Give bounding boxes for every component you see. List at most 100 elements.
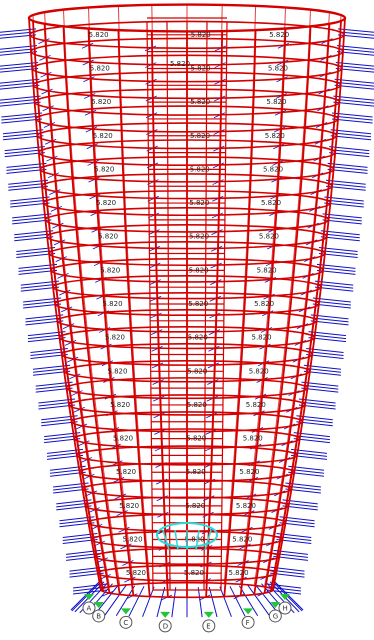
load-value-label: 5.820 bbox=[186, 468, 206, 476]
grid-bubble-label: B bbox=[96, 612, 101, 620]
load-value-label: 5.820 bbox=[261, 199, 281, 207]
load-arrow-interior bbox=[93, 540, 106, 547]
tower-base-supports: AB C D E F GH bbox=[82, 522, 292, 633]
load-value-label: 5.820 bbox=[116, 468, 136, 476]
load-value-label: 5.820 bbox=[185, 502, 205, 510]
column-member bbox=[253, 26, 312, 595]
load-value-label: 5.820 bbox=[113, 435, 133, 443]
load-arrow-base bbox=[238, 585, 259, 617]
load-arrow-right bbox=[288, 465, 325, 471]
load-arrow-right bbox=[337, 34, 374, 39]
load-arrow-base bbox=[156, 586, 166, 618]
grid-bubble bbox=[202, 619, 216, 633]
column-member bbox=[223, 30, 257, 597]
load-arrow-base bbox=[229, 586, 246, 617]
grid-bubble bbox=[119, 615, 133, 629]
load-arrow-left bbox=[0, 51, 38, 56]
load-value-label: 5.820 bbox=[123, 536, 143, 544]
load-value-label: 5.820 bbox=[187, 401, 207, 409]
load-value-label: 5.820 bbox=[94, 165, 114, 173]
load-arrow-interior bbox=[102, 590, 114, 597]
core-wall bbox=[220, 21, 228, 591]
load-arrow-left bbox=[56, 499, 92, 505]
load-value-label: 5.820 bbox=[98, 233, 118, 241]
load-value-label: 5.820 bbox=[257, 266, 277, 274]
load-arrow-base bbox=[254, 584, 280, 615]
load-value-label: 5.820 bbox=[186, 435, 206, 443]
grid-bubble bbox=[268, 609, 282, 623]
tower-frame-members bbox=[27, 3, 347, 599]
load-arrow-left bbox=[59, 516, 95, 522]
load-value-label: 5.820 bbox=[91, 98, 111, 106]
fixed-support-icon bbox=[270, 601, 281, 608]
core-wall bbox=[146, 21, 154, 591]
load-value-label: 5.820 bbox=[265, 132, 285, 140]
back-column-member bbox=[264, 12, 330, 587]
grid-bubble bbox=[82, 601, 96, 615]
fixed-support-icon bbox=[203, 611, 214, 618]
load-value-label: 5.820 bbox=[189, 233, 209, 241]
fixed-support-icon bbox=[160, 611, 171, 618]
load-value-label: 5.820 bbox=[93, 132, 113, 140]
load-value-label: 5.820 bbox=[189, 199, 209, 207]
grid-bubble bbox=[278, 601, 292, 615]
fixed-support-icon bbox=[280, 594, 290, 600]
load-arrow-base bbox=[197, 587, 203, 618]
grid-bubble-label: G bbox=[273, 612, 278, 620]
load-arrow-left bbox=[49, 465, 86, 471]
back-column-member bbox=[32, 14, 104, 589]
back-column-member bbox=[240, 7, 286, 585]
back-column-member bbox=[63, 9, 121, 586]
load-value-label: 5.820 bbox=[189, 266, 209, 274]
grid-bubble bbox=[92, 609, 106, 623]
back-column-member bbox=[44, 12, 110, 587]
load-value-label: 5.820 bbox=[254, 300, 274, 308]
load-value-label: 5.820 bbox=[100, 266, 120, 274]
back-column-member bbox=[270, 14, 342, 589]
load-arrow-right bbox=[276, 533, 312, 539]
column-member bbox=[239, 28, 287, 596]
load-arrow-base bbox=[128, 586, 145, 617]
load-value-label: 5.820 bbox=[190, 165, 210, 173]
load-value-label: 5.820 bbox=[90, 65, 110, 73]
load-value-label: 5.820 bbox=[126, 569, 146, 577]
load-arrow-right bbox=[282, 499, 318, 505]
load-arrow-right bbox=[336, 51, 374, 56]
top-load-label: 5.820 bbox=[170, 60, 190, 68]
base-link bbox=[195, 529, 200, 551]
grid-bubble bbox=[158, 619, 172, 633]
grid-bubble-label: H bbox=[283, 605, 288, 613]
load-arrow-right bbox=[285, 482, 321, 488]
load-value-label: 5.820 bbox=[239, 468, 259, 476]
load-arrow-left bbox=[0, 34, 37, 39]
load-arrow-base bbox=[208, 586, 218, 618]
load-arrow-base bbox=[171, 587, 177, 618]
load-value-label: 5.820 bbox=[190, 132, 210, 140]
load-arrow-base bbox=[142, 586, 155, 617]
load-value-label: 5.820 bbox=[243, 435, 263, 443]
back-column-member bbox=[223, 5, 257, 584]
fixed-support-icon bbox=[84, 594, 94, 600]
load-value-label: 5.820 bbox=[187, 367, 207, 375]
load-arrow-base bbox=[104, 584, 127, 616]
fixed-support-icon bbox=[120, 608, 131, 615]
back-column-member bbox=[117, 5, 151, 584]
load-value-label: 5.820 bbox=[246, 401, 266, 409]
core-wall bbox=[166, 21, 171, 591]
column-member bbox=[43, 23, 111, 594]
column-member bbox=[263, 23, 331, 594]
load-arrow-base bbox=[94, 584, 120, 615]
load-arrow-base bbox=[247, 584, 270, 616]
load-value-label: 5.820 bbox=[185, 536, 205, 544]
load-value-label: 5.820 bbox=[269, 31, 289, 39]
load-value-label: 5.820 bbox=[263, 165, 283, 173]
base-link bbox=[162, 529, 170, 551]
load-value-label: 5.820 bbox=[103, 300, 123, 308]
back-column-member bbox=[205, 4, 223, 583]
load-arrow-base bbox=[115, 585, 136, 617]
load-arrow-right bbox=[279, 516, 315, 522]
base-link bbox=[204, 529, 212, 551]
column-member bbox=[272, 17, 346, 591]
